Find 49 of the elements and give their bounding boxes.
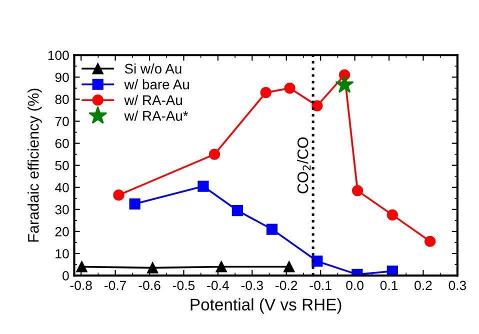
x-tick-label: -0.2 — [276, 280, 298, 290]
x-tick-label: -0.1 — [310, 280, 332, 290]
point — [76, 261, 88, 272]
legend-label: w/ RA-Au* — [124, 110, 188, 121]
point — [147, 262, 158, 274]
legend-label: w/ RA-Au — [124, 94, 182, 106]
point — [352, 185, 364, 196]
x-tick-label: -0.5 — [172, 280, 195, 290]
y-tick-label: 60 — [55, 138, 69, 148]
point — [208, 148, 220, 160]
x-tick-label: 0.0 — [346, 280, 364, 290]
y-tick-label: 50 — [55, 160, 69, 170]
point — [424, 236, 436, 247]
y-tick-label: 80 — [55, 94, 69, 104]
x-tick-label: -0.3 — [241, 280, 263, 290]
point — [284, 82, 296, 94]
y-axis-title: Faradaic efficiency (%) — [28, 88, 42, 242]
point — [129, 198, 140, 210]
x-tick-label: -0.6 — [138, 280, 160, 290]
point — [113, 190, 124, 201]
y-tick-label: 20 — [55, 227, 69, 236]
point — [386, 209, 398, 220]
y-tick-label: 100 — [48, 50, 69, 60]
point — [335, 75, 354, 93]
point — [312, 100, 323, 112]
x-tick-label: -0.8 — [70, 280, 92, 290]
point — [216, 261, 227, 272]
x-axis-title: Potential (V vs RHE) — [190, 298, 342, 314]
x-tick-label: -0.7 — [104, 280, 126, 290]
y-tick-label: 30 — [55, 204, 69, 214]
y-tick-label: 70 — [55, 116, 69, 126]
point — [260, 87, 272, 98]
x-tick-label: 0.2 — [414, 280, 432, 290]
point — [284, 261, 295, 272]
x-tick-label: 0.3 — [448, 280, 466, 290]
y-tick-label: 90 — [55, 72, 69, 82]
x-tick-label: -0.4 — [207, 280, 229, 290]
point — [232, 204, 244, 216]
legend-label: Si w/o Au — [124, 63, 182, 74]
point — [386, 266, 398, 276]
point — [198, 180, 209, 192]
point — [312, 256, 323, 267]
point — [266, 224, 278, 235]
ref-line-label: CO$_{2}$/CO — [297, 137, 311, 194]
y-tick-label: 40 — [55, 182, 69, 192]
legend-label: w/ bare Au — [124, 79, 189, 90]
x-tick-label: 0.1 — [380, 280, 398, 290]
y-tick-label: 0 — [62, 271, 69, 280]
y-tick-label: 10 — [56, 249, 69, 258]
